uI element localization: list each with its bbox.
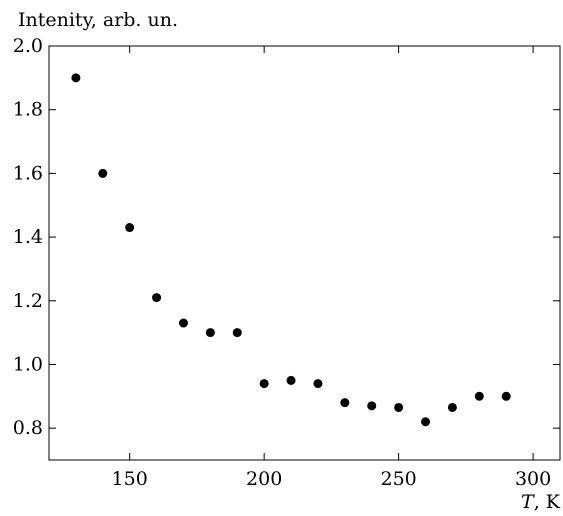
data-point [259, 379, 269, 389]
data-point [178, 318, 188, 328]
x-tick-label: 300 [515, 468, 551, 490]
data-point [71, 73, 81, 83]
data-point [286, 375, 296, 385]
x-axis-label-variable: T [521, 491, 535, 513]
y-axis: 0.8 1.0 1.2 1.4 1.6 1.8 2.0 [13, 35, 560, 439]
data-point [447, 402, 457, 412]
x-tick-label: 250 [380, 468, 416, 490]
data-point [313, 379, 323, 389]
data-point [152, 293, 162, 303]
x-tick-label: 200 [246, 468, 282, 490]
data-point [501, 391, 511, 401]
y-tick-label: 1.8 [13, 99, 43, 121]
data-point [340, 398, 350, 408]
data-point [232, 328, 242, 338]
plot-frame [48, 45, 561, 461]
data-point [474, 391, 484, 401]
data-point [394, 402, 404, 412]
y-tick-label: 1.4 [13, 226, 43, 248]
y-tick-label: 1.6 [13, 162, 43, 184]
x-axis: 150 200 250 300 [112, 46, 551, 490]
data-point [125, 223, 135, 233]
data-point [98, 168, 108, 178]
x-tick-label: 150 [112, 468, 148, 490]
y-tick-label: 0.8 [13, 417, 43, 439]
data-point [367, 401, 377, 411]
y-axis-label: Intenity, arb. un. [18, 9, 178, 31]
x-axis-label-unit: , K [534, 491, 561, 513]
data-point [205, 328, 215, 338]
y-tick-label: 1.2 [13, 290, 43, 312]
y-tick-label: 2.0 [13, 35, 43, 57]
x-axis-label: T, K [521, 491, 561, 513]
data-points [71, 73, 511, 427]
data-point [421, 417, 431, 427]
y-tick-label: 1.0 [13, 353, 43, 375]
